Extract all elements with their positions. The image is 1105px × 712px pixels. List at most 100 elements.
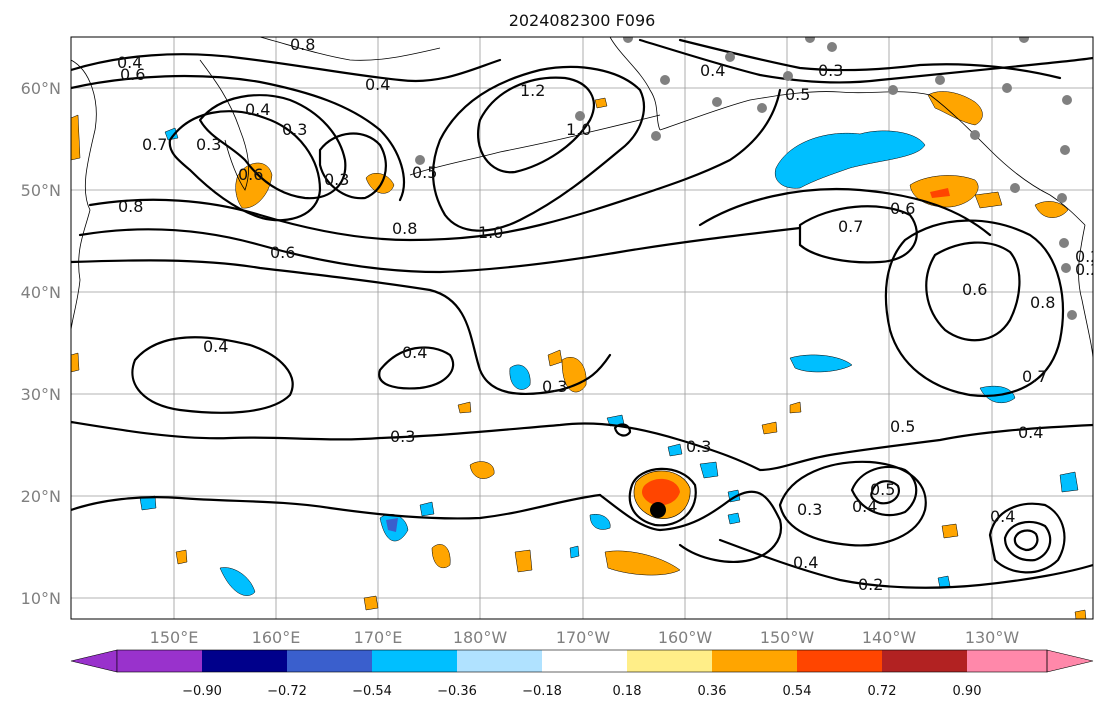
contour-label: 0.4: [793, 553, 818, 572]
contour-label: 0.2: [1075, 247, 1100, 266]
contour-label: 0.3: [818, 61, 843, 80]
contour-label: 0.3: [542, 377, 567, 396]
contour-0-3-north: [71, 420, 1093, 472]
negative-region-30n-d: [789, 354, 853, 373]
contour-label: 0.4: [700, 61, 725, 80]
contour-0-6-east: [884, 219, 1065, 397]
positive-region-aleutian: [365, 173, 395, 194]
contour-se-0-4-b: [1003, 520, 1052, 562]
colorbar-tick-label: 0.18: [613, 684, 642, 699]
contour-label: 0.4: [852, 497, 877, 516]
colorbar-frame: [116, 649, 1048, 673]
positive-region-10n-f: [941, 523, 959, 539]
lon-tick-label: 160°W: [658, 628, 713, 647]
contour-label: 0.2: [1075, 260, 1100, 279]
contour-label: 0.4: [203, 337, 228, 356]
lat-tick-label: 40°N: [21, 283, 61, 302]
map-frame: [70, 36, 1094, 620]
lon-tick-label: 180°W: [453, 628, 508, 647]
positive-region-bc: [1034, 201, 1069, 218]
contour-0-6-broad: [698, 187, 992, 237]
contour-0-4-central: [378, 346, 455, 390]
colorbar-segment: [797, 650, 882, 672]
station-marker: [757, 103, 767, 113]
negative-region-small-7: [699, 461, 719, 479]
positive-region-30n-c: [547, 349, 563, 367]
negative-region-30n-a: [509, 364, 531, 390]
contour-small-loop: [613, 423, 632, 437]
contour-hurricane-outer: [628, 467, 697, 527]
lat-tick-label: 20°N: [21, 487, 61, 506]
colorbar-segment: [542, 650, 627, 672]
station-marker: [1061, 263, 1071, 273]
contour-label: 0.2: [858, 575, 883, 594]
lat-tick-label: 60°N: [21, 79, 61, 98]
colorbar-tick-label: 0.72: [868, 684, 897, 699]
lon-tick-label: 150°W: [760, 628, 815, 647]
contour-0-7-east: [798, 205, 918, 264]
lon-tick-label: 150°E: [150, 628, 199, 647]
colorbar-tick-label: −0.72: [267, 684, 307, 699]
contour-label: 0.4: [245, 100, 270, 119]
colorbar-segment: [627, 650, 712, 672]
contour-label: 0.6: [120, 65, 145, 84]
coastlines: [71, 37, 1093, 361]
contour-label: 0.5: [412, 163, 437, 182]
colorbar-segment: [967, 650, 1047, 672]
positive-region-bering: [594, 97, 608, 109]
contour-low-0-4: [850, 465, 918, 517]
contour-0-3-central: [71, 259, 612, 396]
colorbar-extend-max: [1046, 649, 1094, 673]
colorbar-segment: [712, 650, 797, 672]
contour-label: 0.3: [196, 135, 221, 154]
contour-label: 0.3: [390, 427, 415, 446]
contour-label: 1.0: [566, 120, 591, 139]
contour-0-2-south: [718, 538, 1093, 589]
station-marker: [1002, 83, 1012, 93]
colorbar-extend-min: [70, 649, 118, 673]
contour-0-4-west: [131, 336, 294, 414]
colorbar-segment: [372, 650, 457, 672]
lat-tick-label: 10°N: [21, 589, 61, 608]
station-marker: [1060, 145, 1070, 155]
positive-region-bc2: [974, 191, 1003, 209]
coast-aleutians: [409, 114, 661, 176]
colorbar-tick-label: 0.54: [783, 684, 812, 699]
positive-region-10n-e: [363, 595, 379, 611]
positive-region-alaska: [927, 91, 983, 126]
contour-label: 0.6: [962, 280, 987, 299]
contour-0-6-long: [78, 226, 802, 274]
station-marker: [725, 52, 735, 62]
lat-tick-label: 30°N: [21, 385, 61, 404]
colorbar-segment: [457, 650, 542, 672]
contour-se-0-4-a: [988, 502, 1066, 574]
station-marker: [415, 155, 425, 165]
contour-low-0-3: [778, 460, 927, 547]
contour-north-5: [318, 132, 387, 200]
positive-region-10n-d: [175, 549, 188, 565]
contour-label: 0.3: [686, 437, 711, 456]
colorbar-tick-label: −0.54: [352, 684, 392, 699]
contour-0-4-east-inner: [925, 241, 1021, 342]
lon-tick-label: 130°W: [965, 628, 1020, 647]
contour-1-2: [477, 76, 595, 174]
contour-low-0-5: [870, 480, 900, 505]
station-marker: [827, 42, 837, 52]
station-markers: [415, 37, 1077, 320]
colorbar-tick-label: 0.90: [953, 684, 982, 699]
contour-labels: 0.4 0.6 0.8 0.4 0.3 0.5 0.4 0.8 1.2 1.0 …: [117, 37, 1100, 594]
contour-label: 0.6: [890, 199, 915, 218]
colorbar: −0.90 −0.72 −0.54 −0.36 −0.18 0.18 0.36 …: [70, 649, 1094, 699]
contour-0-2-mid: [71, 493, 602, 520]
contour-label: 0.4: [1018, 423, 1043, 442]
colorbar-segment: [882, 650, 967, 672]
latitude-labels: 60°N 50°N 40°N 30°N 20°N 10°N: [21, 79, 61, 608]
station-marker: [1062, 95, 1072, 105]
station-marker: [935, 75, 945, 85]
lon-tick-label: 160°E: [252, 628, 301, 647]
contour-lines: [71, 38, 1093, 589]
station-marker: [575, 111, 585, 121]
positive-region-gulf-alaska-core: [930, 188, 950, 198]
coast-kamchatka: [199, 59, 250, 191]
